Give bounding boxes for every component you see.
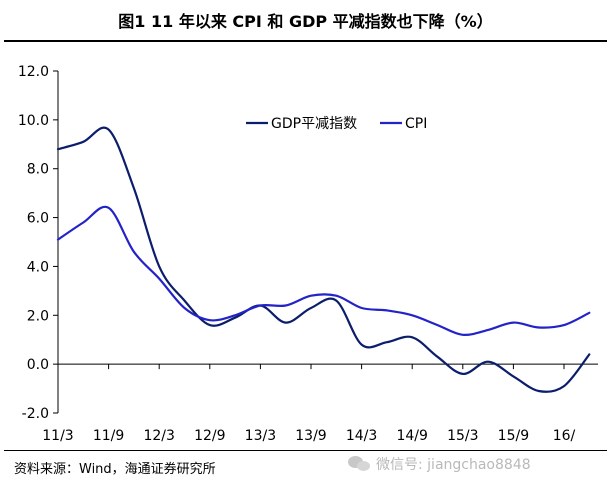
y-tick-label: -2.0 [22, 406, 49, 422]
chart-series [56, 126, 591, 393]
title-rule [4, 40, 607, 42]
y-tick-label: 2.0 [27, 308, 49, 324]
wechat-icon [348, 455, 372, 473]
footer-rule [4, 450, 607, 451]
line-chart: -2.0 0.0 2.0 4.0 6.0 8.0 10.0 12.0 11/3 11/9 12/3 1… [18, 64, 598, 444]
chart-legend: GDP平减指数 CPI [246, 116, 427, 132]
legend-label-cpi: CPI [405, 116, 427, 132]
x-tick-label: 11/9 [93, 428, 124, 444]
x-tick-label: 13/3 [245, 428, 276, 444]
x-tick-label: 16/ [553, 428, 576, 444]
x-tick-label: 13/9 [295, 428, 326, 444]
x-tick-label: 11/3 [42, 428, 73, 444]
series-line-cpi [56, 205, 591, 337]
y-tick-label: 12.0 [18, 64, 49, 80]
y-tick-label: 4.0 [27, 259, 49, 275]
watermark-text: 微信号: jiangchao8848 [376, 457, 531, 473]
y-tick-label: 6.0 [27, 211, 49, 227]
x-tick-label: 12/9 [194, 428, 225, 444]
legend-label-gdp: GDP平减指数 [271, 116, 357, 132]
y-tick-label: 8.0 [27, 162, 49, 178]
x-tick-label: 12/3 [143, 428, 174, 444]
y-tick-label: 0.0 [27, 357, 49, 373]
x-tick-label: 14/9 [396, 428, 427, 444]
x-tick-label: 15/9 [498, 428, 529, 444]
chart-axes: -2.0 0.0 2.0 4.0 6.0 8.0 10.0 12.0 11/3 11/9 12/3 1… [18, 64, 598, 444]
x-tick-label: 15/3 [447, 428, 478, 444]
x-tick-label: 14/3 [346, 428, 377, 444]
watermark: 微信号: jiangchao8848 [348, 454, 531, 474]
y-tick-label: 10.0 [18, 113, 49, 129]
source-note: 资料来源：Wind，海通证券研究所 [14, 462, 216, 477]
figure-title: 图1 11 年以来 CPI 和 GDP 平减指数也下降（%） [118, 12, 493, 31]
series-line-gdp [56, 126, 591, 393]
